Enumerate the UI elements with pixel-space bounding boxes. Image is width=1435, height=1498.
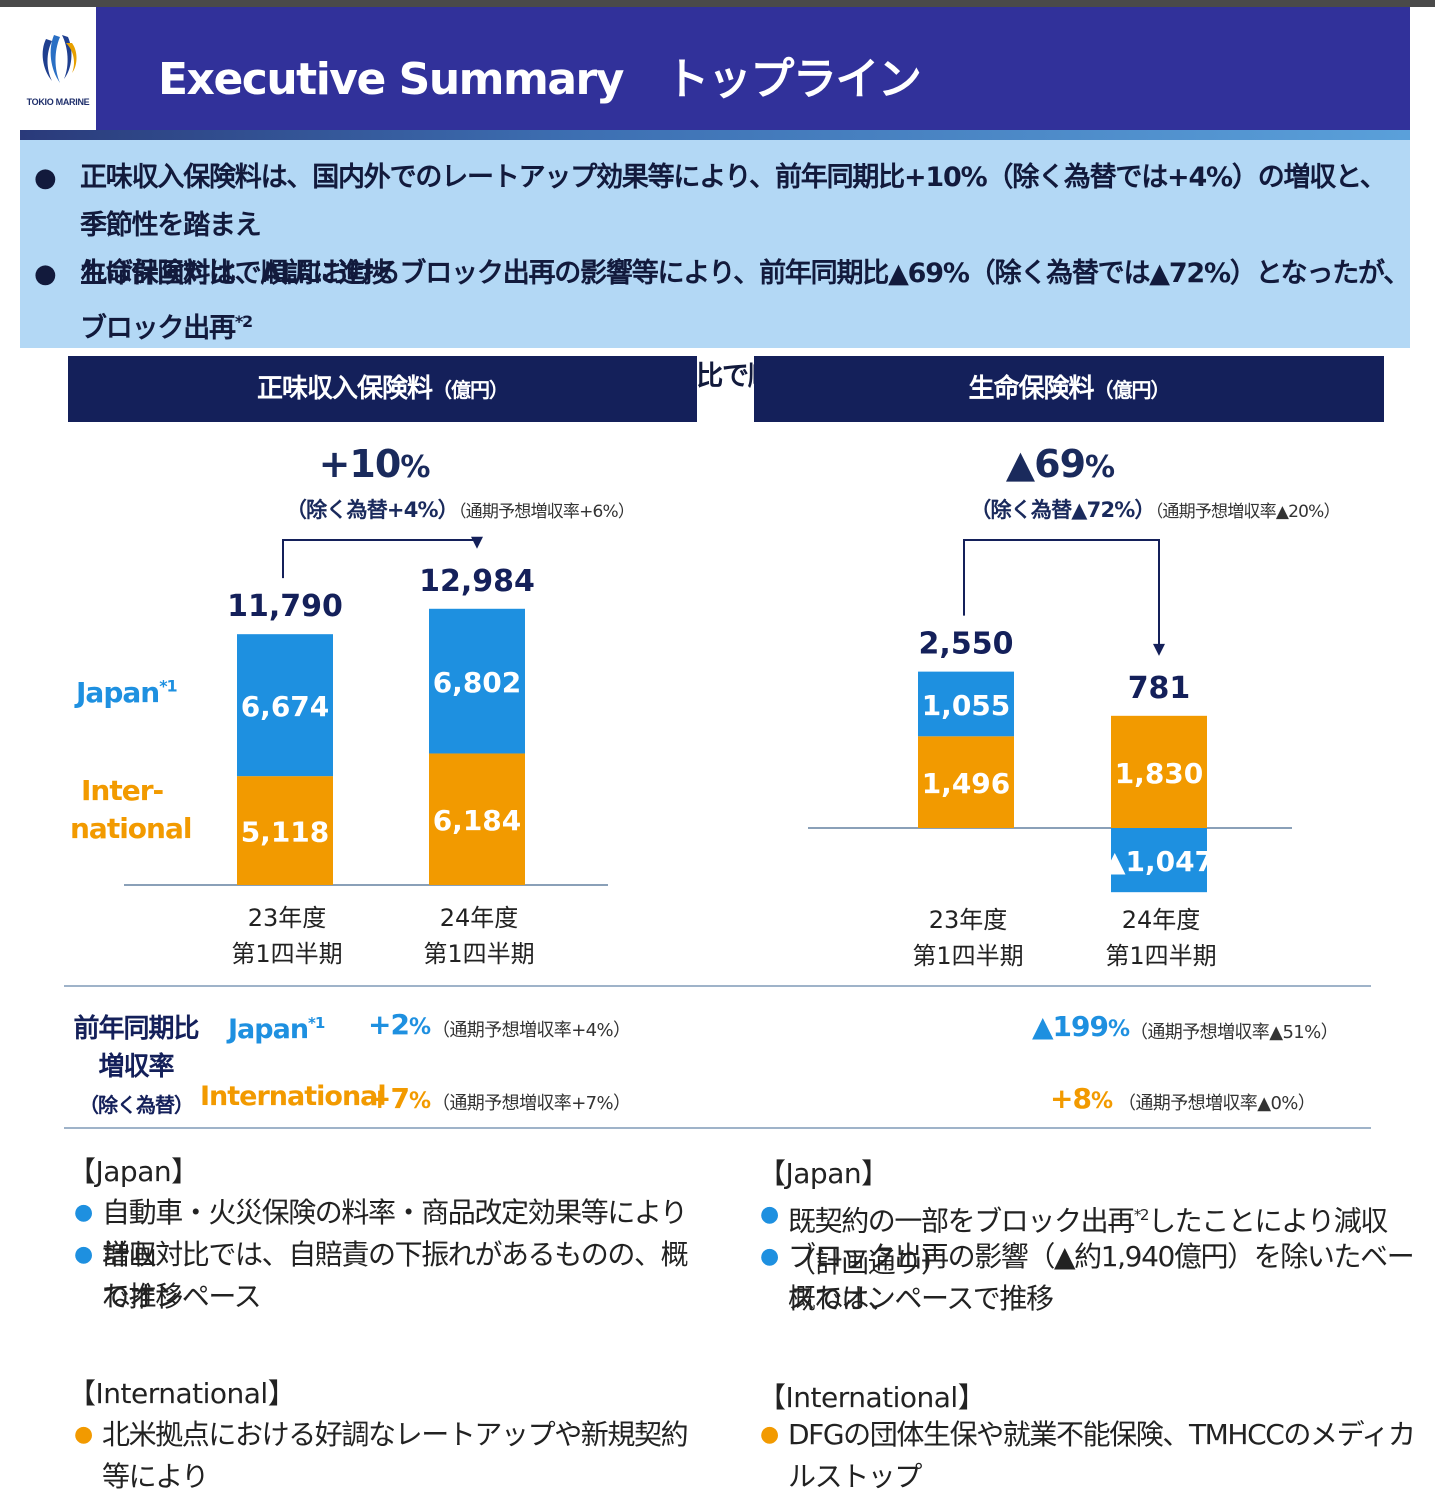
category-label: 第1四半期 — [912, 942, 1023, 970]
bullet-dot-icon: ● — [74, 1192, 92, 1234]
divider — [64, 1127, 1371, 1129]
right-intl-forecast: （通期予想増収率▲0%） — [1118, 1089, 1315, 1115]
total-label: 2,550 — [919, 627, 1014, 662]
category-label: 24年度 — [1122, 906, 1201, 934]
right-japan-growth: ▲199% — [1032, 1010, 1129, 1043]
left-japan-notes-title: 【Japan】 — [68, 1150, 199, 1190]
left-intl-forecast: （通期予想増収率+7%） — [432, 1089, 630, 1115]
divider — [64, 985, 1371, 987]
data-label-japan: ▲1,047 — [1104, 845, 1214, 878]
right-intl-notes-title: 【International】 — [758, 1376, 985, 1416]
category-label: 23年度 — [929, 906, 1008, 934]
yoy-growth-label: 前年同期比 増収率 （除く為替） — [66, 1010, 206, 1124]
right-japan-notes-title: 【Japan】 — [758, 1152, 889, 1192]
bullet-dot-icon: ● — [760, 1194, 778, 1236]
left-japan-growth: +2% — [368, 1008, 430, 1041]
left-intl-notes-title: 【International】 — [68, 1372, 295, 1412]
arrow-down-icon — [1153, 644, 1165, 656]
data-label-international: 1,496 — [922, 767, 1011, 800]
bullet-dot-icon: ● — [760, 1414, 778, 1456]
stat-international-label: International — [200, 1081, 386, 1112]
data-label-japan: 1,055 — [922, 689, 1011, 722]
bullet-dot-icon: ● — [760, 1236, 778, 1278]
right-intl-growth: +8% — [1050, 1082, 1112, 1115]
bullet-dot-icon: ● — [74, 1414, 92, 1456]
total-label: 781 — [1128, 671, 1191, 706]
left-japan-forecast: （通期予想増収率+4%） — [432, 1016, 630, 1042]
category-label: 第1四半期 — [1105, 942, 1216, 970]
bullet-dot-icon: ● — [74, 1234, 92, 1276]
data-label-international: 1,830 — [1115, 757, 1204, 790]
stat-japan-label: Japan*1 — [228, 1014, 324, 1045]
right-japan-forecast: （通期予想増収率▲51%） — [1130, 1018, 1338, 1044]
left-intl-growth: +7% — [368, 1082, 430, 1115]
